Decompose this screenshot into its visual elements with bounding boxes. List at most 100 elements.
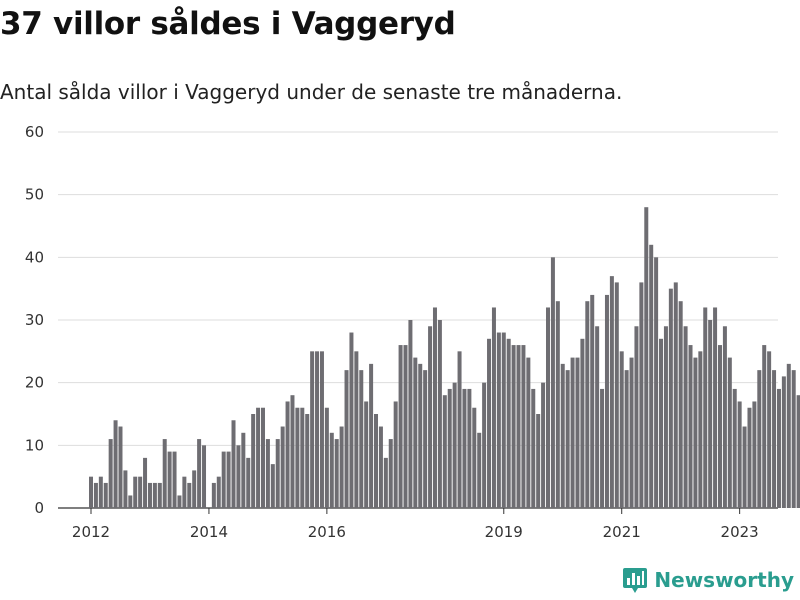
bar — [575, 357, 580, 508]
bar — [624, 370, 629, 508]
bar — [683, 326, 688, 508]
bar — [108, 439, 113, 508]
bar — [541, 382, 546, 508]
bar — [295, 407, 300, 508]
x-tick-label: 2023 — [721, 523, 759, 541]
bar — [403, 345, 408, 508]
bar — [722, 326, 727, 508]
bar — [226, 451, 231, 508]
x-tick-label: 2019 — [485, 523, 523, 541]
x-tick-label: 2016 — [308, 523, 346, 541]
bar — [290, 395, 295, 508]
bar — [644, 207, 649, 508]
bar — [776, 388, 781, 508]
bar — [472, 407, 477, 508]
bar — [152, 482, 157, 508]
bar — [639, 282, 644, 508]
bar — [167, 451, 172, 508]
bar — [452, 382, 457, 508]
bar — [614, 282, 619, 508]
bar — [251, 414, 256, 508]
bar — [197, 439, 202, 508]
bar — [585, 301, 590, 508]
bar — [762, 345, 767, 508]
y-tick-label: 40 — [25, 248, 44, 266]
bar — [157, 482, 162, 508]
y-tick-label: 30 — [25, 311, 44, 329]
bar — [732, 388, 737, 508]
bar — [649, 244, 654, 509]
bar — [521, 345, 526, 508]
y-tick-label: 20 — [25, 374, 44, 392]
bar — [546, 307, 550, 508]
y-tick-label: 50 — [25, 186, 44, 204]
bar — [713, 307, 718, 508]
bar — [511, 345, 516, 508]
bar — [364, 401, 369, 508]
bar — [457, 351, 462, 508]
bar — [531, 388, 536, 508]
bar — [595, 326, 600, 508]
bar — [324, 407, 329, 508]
bar — [796, 395, 800, 508]
bar — [693, 357, 698, 508]
bar — [246, 457, 251, 508]
bar — [260, 407, 265, 508]
bar — [378, 426, 383, 508]
bar — [319, 351, 324, 508]
bar — [398, 345, 403, 508]
bar — [177, 495, 182, 508]
bar — [147, 482, 152, 508]
bar — [703, 307, 708, 508]
bar — [211, 482, 216, 508]
bar — [98, 476, 103, 508]
bar — [128, 495, 133, 508]
bar — [408, 320, 413, 508]
bar — [688, 345, 693, 508]
bar — [708, 320, 713, 508]
bar — [133, 476, 138, 508]
bar — [118, 426, 123, 508]
bar — [359, 370, 364, 508]
bar — [727, 357, 732, 508]
bar — [560, 363, 565, 508]
bar — [668, 288, 673, 508]
bar — [634, 326, 639, 508]
brand-logo: Newsworthy — [622, 566, 794, 594]
bar — [270, 464, 275, 508]
bar — [678, 301, 683, 508]
bar — [698, 351, 703, 508]
page-title: 37 villor såldes i Vaggeryd — [0, 6, 456, 42]
bar — [619, 351, 624, 508]
bar — [555, 301, 560, 508]
bar — [600, 388, 605, 508]
bar — [334, 439, 339, 508]
bar — [467, 388, 472, 508]
bar — [241, 432, 246, 508]
bar — [742, 426, 747, 508]
bar — [339, 426, 344, 508]
bar — [93, 482, 98, 508]
y-tick-label: 60 — [25, 123, 44, 141]
bar — [265, 439, 270, 508]
bar — [482, 382, 487, 508]
bar — [216, 476, 221, 508]
bar — [781, 376, 786, 508]
bar — [349, 332, 354, 508]
bar — [418, 363, 423, 508]
bar — [757, 370, 762, 508]
bar — [103, 482, 108, 508]
bar — [192, 470, 197, 508]
bar — [550, 257, 555, 508]
bar — [737, 401, 742, 508]
bar — [432, 307, 437, 508]
bar — [310, 351, 315, 508]
bar — [187, 482, 192, 508]
bar — [501, 332, 506, 508]
bar — [329, 432, 334, 508]
x-tick-label: 2012 — [72, 523, 110, 541]
bar — [526, 357, 531, 508]
bar — [423, 370, 428, 508]
bar — [143, 457, 148, 508]
bar-chart-badge-icon — [623, 568, 648, 593]
